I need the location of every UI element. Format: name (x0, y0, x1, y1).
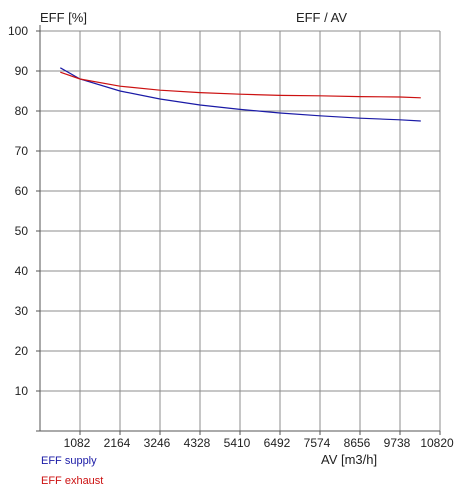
x-tick-label: 9738 (384, 436, 411, 450)
y-tick-label: 90 (15, 64, 29, 78)
chart-series (60, 67, 421, 122)
series-line-supply (60, 67, 421, 122)
x-tick-label: 6492 (264, 436, 291, 450)
y-tick-label: 40 (15, 264, 29, 278)
x-tick-label: 1082 (64, 436, 91, 450)
series-line-exhaust (60, 71, 421, 99)
x-tick-label: 5410 (224, 436, 251, 450)
chart-ticks: 1082 2164 3246 4328 5410 6492 7574 8656 9738 1082… (8, 24, 454, 450)
y-tick-label: 100 (8, 24, 28, 38)
legend-supply: EFF supply (41, 455, 97, 467)
y-tick-label: 20 (15, 344, 29, 358)
y-tick-label: 10 (15, 384, 29, 398)
x-tick-label: 10820 (420, 436, 454, 450)
x-tick-label: 7574 (304, 436, 331, 450)
x-tick-label: 8656 (344, 436, 371, 450)
chart-grid (40, 30, 441, 431)
y-axis-label: EFF [%] (40, 10, 87, 25)
y-tick-label: 80 (15, 104, 29, 118)
x-tick-label: 2164 (104, 436, 131, 450)
y-tick-label: 50 (15, 224, 29, 238)
y-tick-label: 70 (15, 144, 29, 158)
x-tick-label: 3246 (144, 436, 171, 450)
legend-exhaust: EFF exhaust (41, 475, 104, 487)
y-tick-label: 60 (15, 184, 29, 198)
x-tick-label: 4328 (184, 436, 211, 450)
x-axis-label: AV [m3/h] (321, 452, 377, 467)
y-tick-label: 30 (15, 304, 29, 318)
chart-title: EFF / AV (296, 10, 347, 25)
